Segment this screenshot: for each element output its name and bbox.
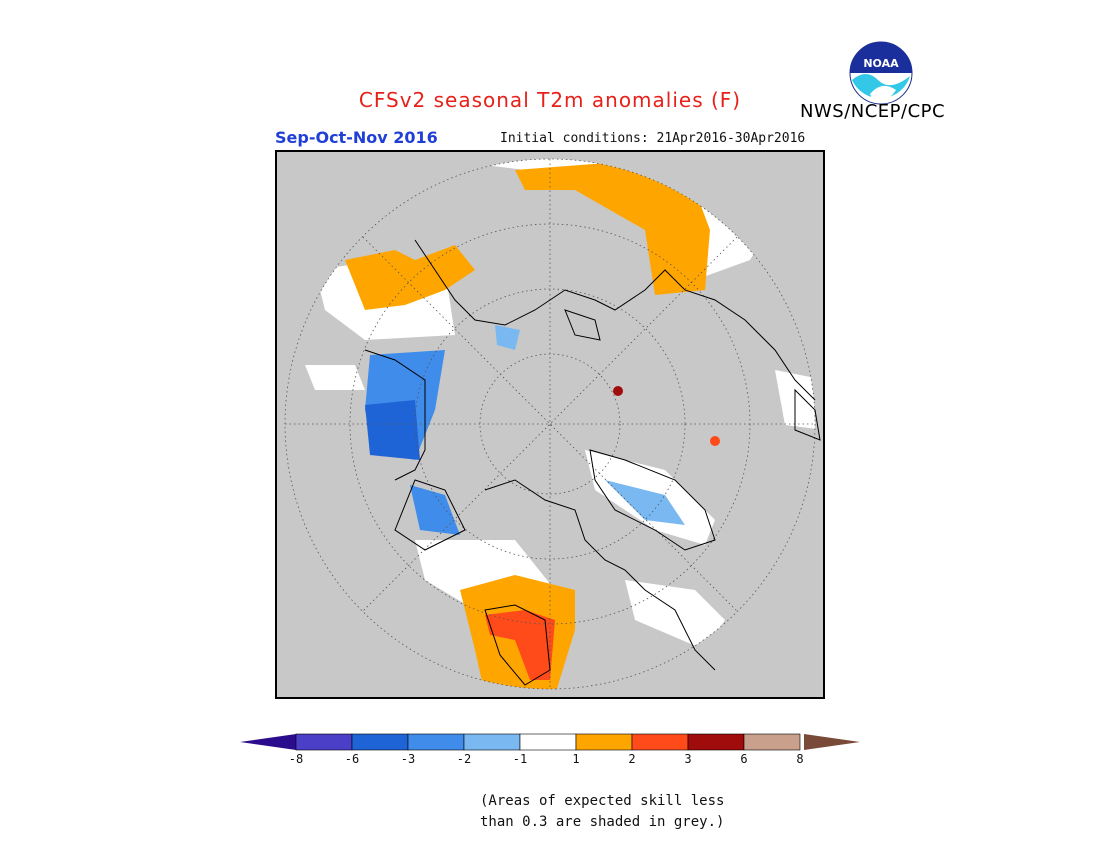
color-bar-cell — [351, 733, 409, 751]
white-region-canada — [625, 580, 725, 650]
color-bar-cell — [631, 733, 689, 751]
map-title: CFSv2 seasonal T2m anomalies (F) — [358, 88, 742, 112]
skill-note: (Areas of expected skill less than 0.3 a… — [480, 791, 724, 833]
graticule — [284, 158, 816, 690]
color-bar-tick-label: -2 — [456, 752, 472, 766]
orange-region-siberia — [515, 160, 710, 295]
color-bar-low-arrow — [240, 734, 296, 750]
color-bar-cell — [519, 733, 577, 751]
color-bar-ticks: -8 -6 -3 -2 -1 1 2 3 6 8 — [238, 752, 862, 768]
color-bar-cell — [407, 733, 465, 751]
color-bar-tick-label: 2 — [628, 752, 636, 766]
darkred-spot — [613, 386, 623, 396]
blue-region-alaska — [410, 485, 460, 535]
color-bar — [240, 733, 860, 751]
color-bar-high-arrow — [804, 734, 860, 750]
coastlines — [364, 239, 821, 686]
lightblue-region-arctic — [495, 325, 520, 350]
logo-text: NOAA — [863, 57, 899, 70]
skill-note-line-2: than 0.3 are shaded in grey.) — [480, 814, 725, 830]
initial-conditions-label: Initial conditions: 21Apr2016-30Apr2016 — [500, 131, 806, 146]
red-region-hudson — [485, 610, 555, 680]
color-bar-cell — [687, 733, 745, 751]
red-spot — [710, 436, 720, 446]
lightblue-region-greenland — [605, 480, 685, 525]
map-frame — [275, 150, 825, 699]
darkblue-region-europe — [365, 400, 420, 460]
color-bar-cell — [463, 733, 521, 751]
color-bar-cell — [575, 733, 633, 751]
color-bar-tick-label: 6 — [740, 752, 748, 766]
color-bar-tick-label: -8 — [288, 752, 304, 766]
season-label: Sep-Oct-Nov 2016 — [275, 128, 438, 147]
color-bar-tick-label: -1 — [512, 752, 528, 766]
color-bar-tick-label: 3 — [684, 752, 692, 766]
color-bar-cell — [295, 733, 353, 751]
color-bar-tick-label: 8 — [796, 752, 804, 766]
color-bar-tick-label: 1 — [572, 752, 580, 766]
noaa-logo: NOAA — [849, 41, 913, 105]
orange-region-europe — [345, 245, 475, 310]
color-bar-tick-label: -6 — [344, 752, 360, 766]
skill-note-line-1: (Areas of expected skill less — [480, 793, 725, 809]
white-region-atlantic — [305, 365, 365, 390]
polar-anomaly-map — [275, 150, 825, 699]
agency-label: NWS/NCEP/CPC — [800, 101, 946, 122]
color-bar-cell — [743, 733, 801, 751]
color-bar-tick-label: -3 — [400, 752, 416, 766]
